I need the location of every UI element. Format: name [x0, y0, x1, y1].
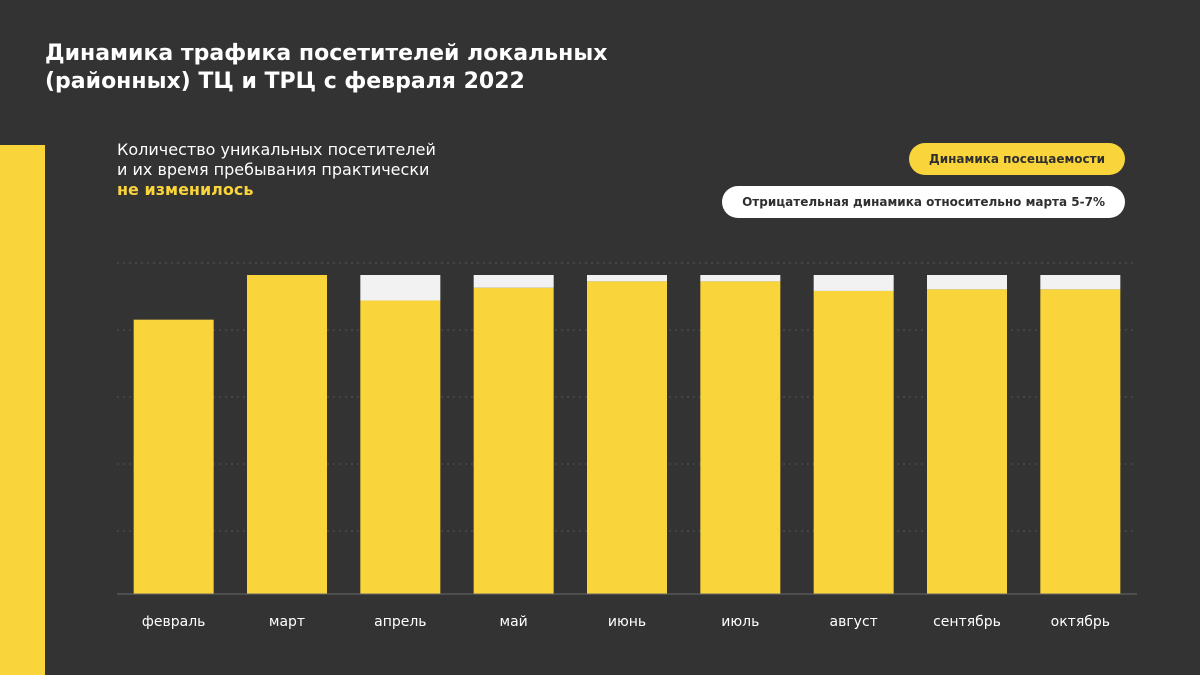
subtitle: Количество уникальных посетителей и их в…	[117, 140, 537, 200]
x-tick-label: февраль	[142, 614, 206, 630]
title-line-2: (районных) ТЦ и ТРЦ с февраля 2022	[45, 69, 525, 94]
x-tick-label: октябрь	[1051, 614, 1110, 630]
x-tick-label: июнь	[608, 614, 646, 630]
x-tick-label: март	[269, 614, 305, 630]
bar-decline-8	[927, 275, 1007, 290]
bar-visits-3	[360, 300, 441, 594]
bar-visits-5	[587, 281, 667, 594]
bar-decline-3	[360, 275, 441, 301]
subtitle-line-1: Количество уникальных посетителей	[117, 140, 436, 159]
legend-visits-pill: Динамика посещаемости	[909, 143, 1125, 175]
bar-decline-9	[1040, 275, 1121, 290]
legend-negative-pill: Отрицательная динамика относительно март…	[722, 186, 1125, 218]
bar-visits-9	[1040, 289, 1121, 594]
x-tick-label: июль	[721, 614, 759, 630]
subtitle-line-2: и их время пребывания практически	[117, 160, 430, 179]
bar-decline-4	[473, 275, 554, 288]
bar-visits-6	[700, 281, 781, 594]
title-line-1: Динамика трафика посетителей локальных	[45, 41, 608, 66]
bar-decline-6	[700, 275, 781, 282]
bar-decline-5	[587, 275, 667, 282]
bar-visits-4	[473, 287, 554, 594]
bar-visits-1	[133, 319, 214, 594]
bar-decline-7	[813, 275, 894, 291]
x-tick-label: апрель	[374, 614, 426, 630]
bar-visits-8	[927, 289, 1007, 594]
bar-visits-2	[247, 275, 327, 594]
x-tick-label: май	[500, 614, 528, 630]
page-title: Динамика трафика посетителей локальных (…	[45, 40, 745, 96]
x-tick-label: август	[830, 614, 878, 630]
subtitle-accent: не изменилось	[117, 180, 254, 199]
x-tick-label: сентябрь	[933, 614, 1001, 630]
bar-visits-7	[813, 290, 894, 594]
left-accent-stripe	[0, 145, 45, 675]
